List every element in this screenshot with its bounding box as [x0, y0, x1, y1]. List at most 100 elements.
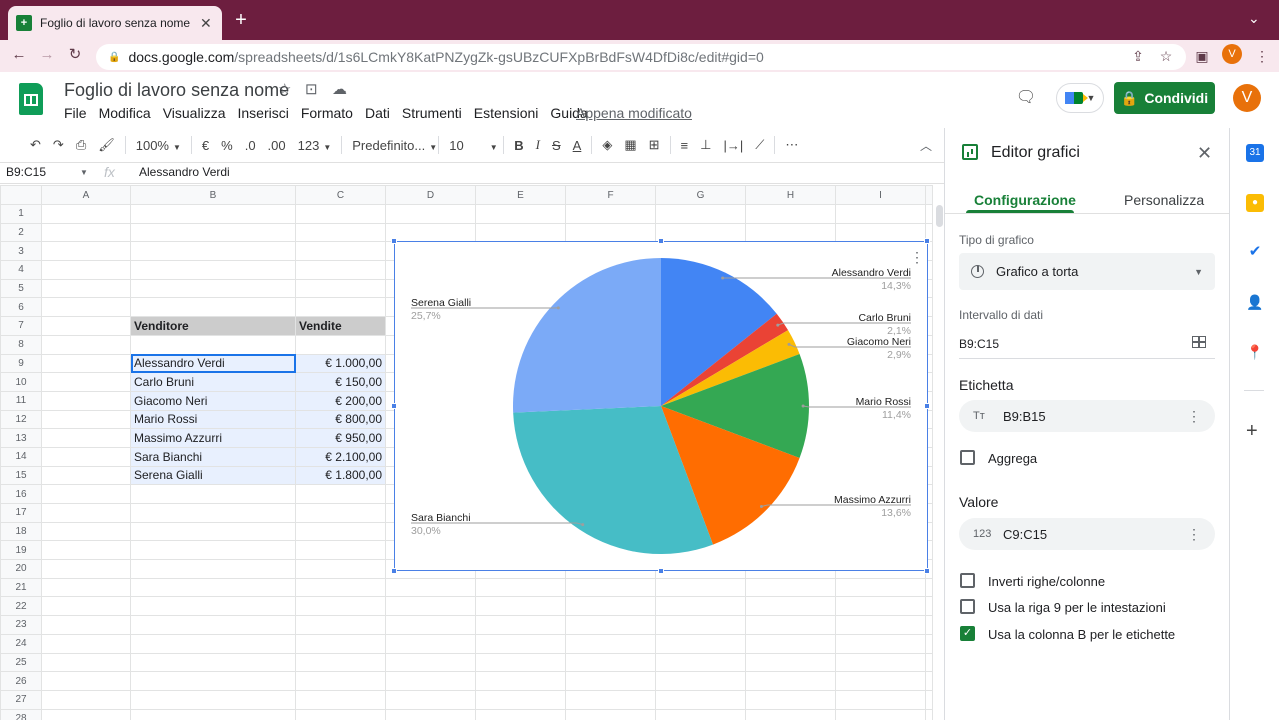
row-header[interactable]: 14 — [0, 446, 42, 467]
cell[interactable] — [475, 596, 566, 617]
more-formats-button[interactable]: 123 ▼ — [292, 138, 338, 153]
cell[interactable] — [41, 615, 131, 635]
row-header[interactable]: 23 — [0, 615, 42, 635]
cell[interactable] — [475, 652, 566, 673]
new-tab-button[interactable]: + — [235, 9, 247, 31]
cell[interactable] — [475, 671, 566, 691]
cell[interactable] — [565, 596, 656, 617]
cell[interactable] — [295, 297, 386, 318]
italic-icon[interactable]: I — [535, 137, 540, 152]
cell[interactable] — [295, 278, 386, 299]
chevron-down-icon[interactable]: ⌄ — [1248, 10, 1260, 26]
url-field[interactable]: 🔒 docs.google.com /spreadsheets/d/1s6LCm… — [96, 44, 1186, 70]
sidebar-icon[interactable]: ▣ — [1195, 48, 1209, 64]
cell[interactable] — [565, 652, 656, 673]
browser-tab[interactable]: + Foglio di lavoro senza nome - F ✕ — [8, 6, 222, 40]
cell[interactable] — [835, 615, 926, 635]
cell[interactable] — [925, 204, 933, 224]
cell[interactable] — [295, 260, 386, 280]
cell[interactable] — [745, 596, 836, 617]
row-header[interactable]: 8 — [0, 334, 42, 355]
contacts-icon[interactable]: 👤 — [1246, 293, 1264, 311]
document-title[interactable]: Foglio di lavoro senza nome — [64, 80, 290, 100]
row-header[interactable]: 27 — [0, 689, 42, 710]
pie-slice[interactable] — [661, 330, 800, 406]
cell[interactable] — [130, 222, 296, 243]
row-header[interactable]: 20 — [0, 559, 42, 579]
cell[interactable]: € 1.800,00 — [295, 465, 386, 486]
increase-decimal-button[interactable]: .00 — [267, 137, 286, 153]
row-header[interactable]: 2 — [0, 222, 42, 243]
cell[interactable] — [41, 521, 131, 542]
cell[interactable] — [655, 577, 746, 598]
cell[interactable]: Venditore — [130, 316, 296, 336]
forward-button[interactable]: → — [39, 46, 55, 63]
cell[interactable] — [130, 708, 296, 720]
select-range-icon[interactable] — [1192, 336, 1206, 348]
cell[interactable] — [745, 633, 836, 654]
resize-handle[interactable] — [924, 238, 930, 244]
cell[interactable] — [295, 689, 386, 710]
more-vert-icon[interactable]: ⋮ — [1187, 525, 1201, 542]
cell[interactable]: € 150,00 — [295, 372, 386, 392]
borders-icon[interactable]: ▦ — [624, 137, 637, 152]
cell[interactable] — [655, 222, 746, 243]
share-button[interactable]: 🔒 Condividi — [1114, 82, 1215, 114]
last-edit-link[interactable]: Appena modificato — [576, 105, 692, 121]
cell[interactable] — [295, 204, 386, 224]
cell[interactable] — [745, 577, 836, 598]
cell[interactable] — [41, 260, 131, 280]
print-icon[interactable]: ⎙ — [75, 137, 87, 152]
cell[interactable] — [41, 278, 131, 299]
cell[interactable] — [925, 689, 933, 710]
row-header[interactable]: 15 — [0, 465, 42, 486]
menu-help[interactable]: Guida — [550, 105, 588, 121]
row-header[interactable]: 11 — [0, 390, 42, 411]
cell[interactable] — [565, 708, 656, 720]
cell[interactable] — [925, 652, 933, 673]
cell[interactable] — [130, 596, 296, 617]
zoom-select[interactable]: 100% ▼ — [130, 138, 187, 153]
bold-icon[interactable]: B — [514, 137, 524, 153]
collapse-menus-icon[interactable]: ︿ — [920, 139, 933, 153]
cell[interactable] — [295, 521, 386, 542]
pie-slice[interactable] — [513, 406, 714, 554]
cell[interactable]: € 2.100,00 — [295, 446, 386, 467]
cell[interactable] — [565, 222, 656, 243]
cell[interactable] — [41, 241, 131, 262]
cell[interactable]: € 200,00 — [295, 390, 386, 411]
cell[interactable] — [835, 222, 926, 243]
percent-button[interactable]: % — [221, 137, 233, 153]
cell[interactable] — [475, 222, 566, 243]
pie-chart[interactable]: Alessandro Verdi 14,3% Carlo Bruni 2,1% Giac… — [394, 241, 928, 571]
row-header[interactable]: 28 — [0, 708, 42, 720]
menu-file[interactable]: File — [64, 105, 87, 121]
browser-menu-icon[interactable]: ⋮ — [1255, 48, 1269, 64]
cell[interactable] — [295, 596, 386, 617]
cell[interactable] — [745, 615, 836, 635]
column-header[interactable] — [925, 185, 933, 205]
row-header[interactable]: 13 — [0, 428, 42, 448]
cell[interactable] — [835, 652, 926, 673]
cell[interactable] — [41, 484, 131, 504]
cell[interactable] — [835, 633, 926, 654]
name-box[interactable]: B9:C15 — [6, 165, 47, 179]
chart-menu-icon[interactable]: ⋮ — [910, 249, 924, 265]
cell[interactable] — [385, 596, 476, 617]
cell[interactable] — [130, 689, 296, 710]
browser-profile-avatar[interactable]: V — [1222, 44, 1242, 64]
row-header[interactable]: 4 — [0, 260, 42, 280]
account-avatar[interactable]: V — [1233, 84, 1261, 112]
column-header[interactable]: H — [745, 185, 836, 205]
cell[interactable] — [565, 204, 656, 224]
resize-handle[interactable] — [391, 238, 397, 244]
cell[interactable] — [745, 708, 836, 720]
close-tab-icon[interactable]: ✕ — [200, 14, 212, 31]
pie-slice[interactable] — [661, 353, 809, 459]
cell[interactable] — [385, 708, 476, 720]
strikethrough-icon[interactable]: S — [551, 137, 561, 153]
cell[interactable] — [295, 503, 386, 523]
chart-type-select[interactable]: Grafico a torta ▼ — [959, 253, 1215, 290]
row-headers-checkbox[interactable] — [960, 599, 975, 614]
aggregate-checkbox[interactable] — [960, 450, 975, 465]
